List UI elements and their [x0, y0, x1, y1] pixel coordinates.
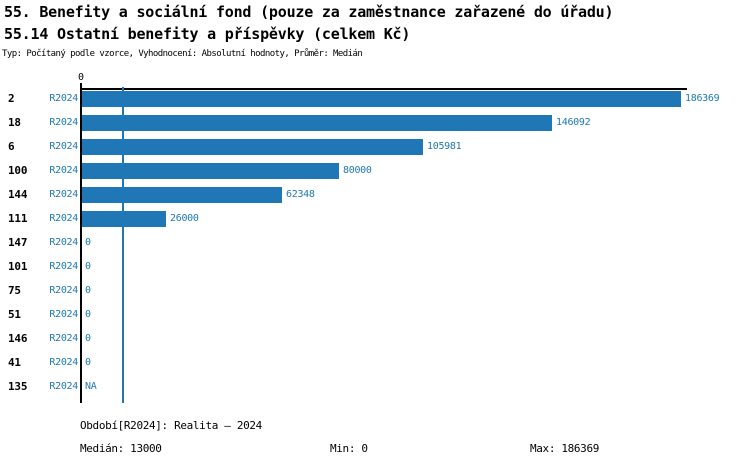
- row-series-label: R2024: [49, 165, 78, 176]
- bar-row: 100 R2024 80000: [0, 163, 750, 179]
- x-axis-line: [80, 88, 687, 90]
- x-axis-zero-tick-label: 0: [77, 72, 85, 83]
- row-id-label: 75: [8, 284, 21, 297]
- value-bar: [82, 163, 339, 179]
- bar-value-label: 0: [85, 357, 91, 368]
- bar-row: 147 R2024 0: [0, 235, 750, 251]
- bar-value-label: 186369: [685, 93, 720, 104]
- bar-row: 41 R2024 0: [0, 355, 750, 371]
- row-series-label: R2024: [49, 333, 78, 344]
- bar-row: 135 R2024 NA: [0, 379, 750, 395]
- footer-median-stat: Medián: 13000: [80, 442, 162, 455]
- bar-value-label: 105981: [427, 141, 462, 152]
- bar-value-label: 0: [85, 237, 91, 248]
- row-id-label: 51: [8, 308, 21, 321]
- bar-row: 2 R2024 186369: [0, 91, 750, 107]
- bar-row: 111 R2024 26000: [0, 211, 750, 227]
- bar-row: 51 R2024 0: [0, 307, 750, 323]
- value-bar: [82, 115, 552, 131]
- bar-value-label: 0: [85, 285, 91, 296]
- bar-value-label: 62348: [286, 189, 315, 200]
- y-axis-line: [80, 83, 82, 403]
- footer-min-stat: Min: 0: [330, 442, 368, 455]
- value-bar: [82, 139, 423, 155]
- bar-row: 146 R2024 0: [0, 331, 750, 347]
- row-series-label: R2024: [49, 357, 78, 368]
- row-id-label: 18: [8, 116, 21, 129]
- row-id-label: 146: [8, 332, 28, 345]
- row-id-label: 111: [8, 212, 28, 225]
- bar-value-label: 0: [85, 309, 91, 320]
- bar-row: 6 R2024 105981: [0, 139, 750, 155]
- row-series-label: R2024: [49, 309, 78, 320]
- bar-value-label: 26000: [170, 213, 199, 224]
- row-series-label: R2024: [49, 285, 78, 296]
- value-bar: [82, 91, 681, 107]
- row-series-label: R2024: [49, 189, 78, 200]
- row-series-label: R2024: [49, 213, 78, 224]
- row-id-label: 100: [8, 164, 28, 177]
- chart-subtitle: 55.14 Ostatní benefity a příspěvky (celk…: [4, 25, 411, 43]
- bar-value-label: 146092: [556, 117, 591, 128]
- row-id-label: 135: [8, 380, 28, 393]
- value-bar: [82, 187, 282, 203]
- row-id-label: 101: [8, 260, 28, 273]
- bar-row: 75 R2024 0: [0, 283, 750, 299]
- row-id-label: 6: [8, 140, 15, 153]
- chart-meta-info: Typ: Počítaný podle vzorce, Vyhodnocení:…: [2, 49, 363, 59]
- row-id-label: 2: [8, 92, 15, 105]
- value-bar: [82, 211, 166, 227]
- row-series-label: R2024: [49, 141, 78, 152]
- row-series-label: R2024: [49, 93, 78, 104]
- row-series-label: R2024: [49, 261, 78, 272]
- row-id-label: 144: [8, 188, 28, 201]
- bar-row: 101 R2024 0: [0, 259, 750, 275]
- row-series-label: R2024: [49, 381, 78, 392]
- bar-value-label: 80000: [343, 165, 372, 176]
- row-series-label: R2024: [49, 117, 78, 128]
- bar-row: 144 R2024 62348: [0, 187, 750, 203]
- bar-value-label: 0: [85, 261, 91, 272]
- footer-period-label: Období[R2024]: Realita – 2024: [80, 419, 262, 432]
- row-series-label: R2024: [49, 237, 78, 248]
- bar-value-label: NA: [85, 381, 97, 392]
- row-id-label: 147: [8, 236, 28, 249]
- bar-value-label: 0: [85, 333, 91, 344]
- row-id-label: 41: [8, 356, 21, 369]
- bar-row: 18 R2024 146092: [0, 115, 750, 131]
- chart-title: 55. Benefity a sociální fond (pouze za z…: [4, 3, 614, 21]
- footer-max-stat: Max: 186369: [530, 442, 599, 455]
- median-reference-line: [122, 87, 124, 403]
